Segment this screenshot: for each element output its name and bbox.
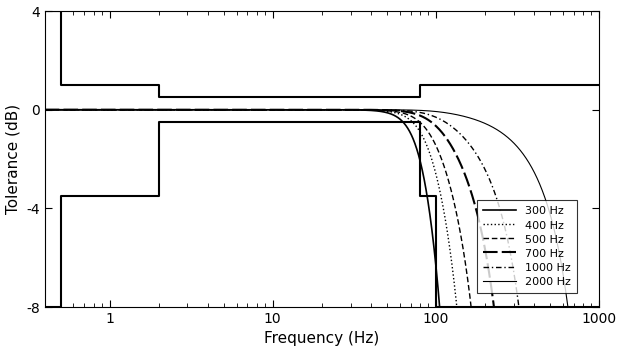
- 700 Hz: [68, 108, 75, 112]
- 300 Hz: [146, 108, 154, 112]
- 400 Hz: [285, 108, 292, 112]
- 1000 Hz: [41, 108, 49, 112]
- Line: 2000 Hz: 2000 Hz: [45, 110, 598, 352]
- 400 Hz: [443, 230, 451, 234]
- 2000 Hz: [253, 108, 261, 112]
- 300 Hz: [414, 151, 422, 155]
- 500 Hz: [350, 108, 358, 112]
- 500 Hz: [270, 108, 277, 112]
- 300 Hz: [41, 108, 49, 112]
- 1000 Hz: [104, 108, 111, 112]
- Line: 700 Hz: 700 Hz: [45, 110, 524, 352]
- Line: 300 Hz: 300 Hz: [45, 110, 465, 352]
- 700 Hz: [424, 118, 432, 122]
- 2000 Hz: [104, 108, 111, 112]
- 2000 Hz: [137, 108, 144, 112]
- Line: 400 Hz: 400 Hz: [45, 110, 485, 352]
- 1000 Hz: [501, 227, 509, 231]
- 500 Hz: [207, 108, 214, 112]
- Legend: 300 Hz, 400 Hz, 500 Hz, 700 Hz, 1000 Hz, 2000 Hz: 300 Hz, 400 Hz, 500 Hz, 700 Hz, 1000 Hz,…: [478, 200, 577, 293]
- 300 Hz: [324, 108, 332, 112]
- 2000 Hz: [277, 108, 285, 112]
- 400 Hz: [175, 108, 183, 112]
- 700 Hz: [356, 108, 364, 112]
- 400 Hz: [41, 108, 49, 112]
- 1000 Hz: [107, 108, 114, 112]
- 1000 Hz: [476, 158, 484, 162]
- Line: 500 Hz: 500 Hz: [45, 110, 501, 352]
- X-axis label: Frequency (Hz): Frequency (Hz): [264, 332, 379, 346]
- 500 Hz: [218, 108, 226, 112]
- 400 Hz: [357, 108, 364, 112]
- 700 Hz: [107, 108, 114, 112]
- Y-axis label: Tolerance (dB): Tolerance (dB): [6, 104, 21, 214]
- 1000 Hz: [302, 108, 310, 112]
- 300 Hz: [354, 108, 361, 112]
- 300 Hz: [252, 108, 259, 112]
- 500 Hz: [363, 108, 371, 112]
- 400 Hz: [200, 108, 208, 112]
- 700 Hz: [414, 113, 422, 117]
- 2000 Hz: [41, 108, 49, 112]
- 500 Hz: [41, 108, 49, 112]
- 2000 Hz: [524, 159, 531, 163]
- 500 Hz: [141, 108, 148, 112]
- 700 Hz: [41, 108, 49, 112]
- 700 Hz: [147, 108, 155, 112]
- 300 Hz: [218, 108, 226, 112]
- 400 Hz: [85, 108, 92, 112]
- Line: 1000 Hz: 1000 Hz: [45, 110, 550, 352]
